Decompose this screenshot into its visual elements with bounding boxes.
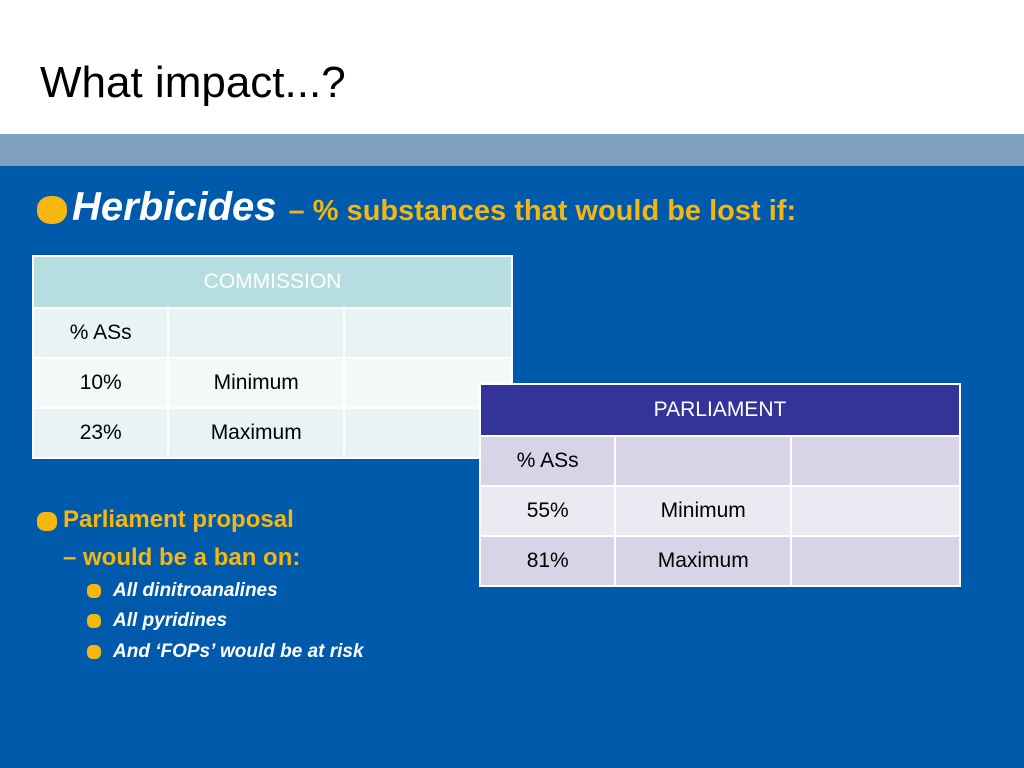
table-cell: Maximum [167, 407, 345, 459]
table-cell [789, 535, 962, 587]
divider-band [0, 134, 1024, 166]
table-row: % ASs [31, 307, 514, 359]
table-cell [614, 435, 792, 487]
title-area: What impact...? [0, 0, 1024, 134]
bullet-icon [87, 645, 101, 659]
proposal-line-1: Parliament proposal [63, 506, 294, 533]
list-item-text: All dinitroanalines [113, 580, 278, 601]
bullet-icon [37, 196, 67, 224]
heading-main: Herbicides [72, 185, 277, 229]
section-heading: Herbicides – % substances that would be l… [72, 185, 796, 230]
bullet-icon [37, 512, 57, 531]
parliament-table: PARLIAMENT % ASs 55% Minimum 81% Maximum [478, 383, 962, 587]
table-cell: 10% [31, 357, 170, 409]
table-row: % ASs [478, 435, 962, 487]
commission-header: COMMISSION [32, 255, 513, 309]
table-cell: % ASs [31, 307, 170, 359]
parliament-header: PARLIAMENT [479, 383, 961, 437]
commission-table: COMMISSION % ASs 10% Minimum 23% Maximum [31, 255, 514, 459]
table-cell [342, 307, 514, 359]
table-cell: Minimum [167, 357, 345, 409]
proposal-line-2: – would be a ban on: [63, 544, 301, 571]
table-cell: Minimum [614, 485, 792, 537]
table-cell: 81% [478, 535, 617, 587]
slide-title: What impact...? [40, 58, 346, 107]
table-cell: % ASs [478, 435, 617, 487]
bullet-icon [87, 614, 101, 628]
list-item: All pyridines [87, 610, 227, 632]
list-item: All dinitroanalines [87, 580, 278, 602]
table-row: 81% Maximum [478, 535, 962, 587]
table-row: 23% Maximum [31, 407, 514, 459]
table-row: 10% Minimum [31, 357, 514, 409]
list-item-text: And ‘FOPs’ would be at risk [113, 641, 364, 662]
table-cell: 23% [31, 407, 170, 459]
list-item-text: All pyridines [113, 610, 228, 631]
list-item: And ‘FOPs’ would be at risk [87, 641, 364, 663]
table-cell: Maximum [614, 535, 792, 587]
table-cell [167, 307, 345, 359]
bullet-icon [87, 584, 101, 598]
heading-sub: – % substances that would be lost if: [288, 195, 797, 227]
table-row: 55% Minimum [478, 485, 962, 537]
table-cell [789, 485, 962, 537]
table-cell [789, 435, 962, 487]
table-cell: 55% [478, 485, 617, 537]
